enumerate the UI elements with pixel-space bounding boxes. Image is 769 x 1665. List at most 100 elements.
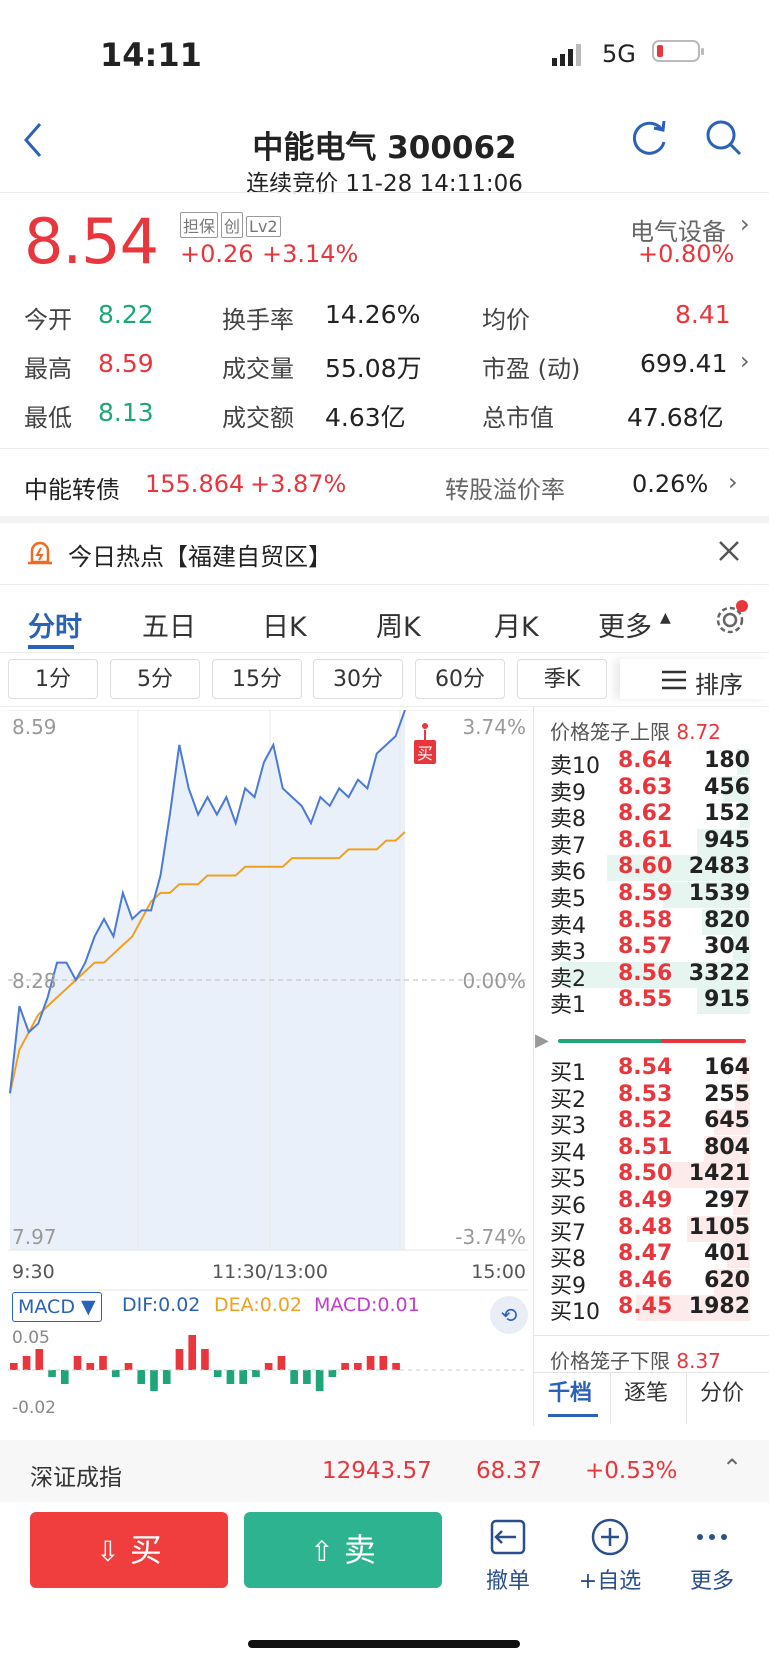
level-price: 8.46 [618,1267,673,1293]
bid-row[interactable]: 买6 8.49 297 [550,1188,750,1219]
chevron-right-icon[interactable]: › [728,468,738,496]
ask-row[interactable]: 卖7 8.61 945 [550,827,750,859]
macd-bar [341,1363,349,1370]
macd-bar [10,1363,18,1370]
bid-row[interactable]: 买5 8.50 1421 [550,1161,750,1192]
alarm-icon [28,541,52,565]
volume-bar [740,802,750,829]
level-label: 买4 [550,1140,586,1166]
add-watchlist-button[interactable]: +自选 [570,1517,650,1595]
tab-monthly[interactable]: 月K [494,612,539,643]
more-button[interactable]: 更多 [672,1517,752,1595]
rotate-icon[interactable]: ⟲ [490,1296,528,1334]
amount-value: 4.63亿 [325,403,406,432]
ask-row[interactable]: 卖4 8.58 820 [550,907,750,939]
close-icon[interactable] [716,538,742,564]
chevron-right-icon[interactable]: › [740,347,750,375]
bid-row[interactable]: 买10 8.45 1982 [550,1294,750,1325]
intraday-chart[interactable]: 8.59 8.28 7.97 3.74% 0.00% -3.74% 买 9:30… [8,710,528,1425]
premium-label: 转股溢价率 [445,476,565,504]
buy-button[interactable]: ⇩ 买 [30,1512,228,1588]
cancel-order-button[interactable]: 撤单 [468,1517,548,1595]
bond-pct: +3.87% [250,470,347,498]
macd-bar [175,1349,184,1370]
hot-topic[interactable]: 今日热点【福建自贸区】 [68,543,332,571]
bid-row[interactable]: 买9 8.46 620 [550,1267,750,1299]
bid-row[interactable]: 买1 8.54 164 [550,1055,750,1086]
level-volume: 645 [704,1108,750,1134]
sector-name[interactable]: 电气设备 [630,218,726,246]
pct-label-bottom: -3.74% [455,1225,526,1249]
tab-daily[interactable]: 日K [262,612,307,643]
ask-row[interactable]: 卖9 8.63 456 [550,774,750,806]
level-label: 买3 [550,1114,586,1140]
refresh-icon[interactable] [630,118,670,158]
index-bar[interactable] [0,1440,769,1502]
tab-intraday[interactable]: 分时 [28,612,82,643]
level-label: 买7 [550,1220,586,1246]
level-volume: 820 [704,907,750,933]
tab-level1000[interactable]: 千档 [548,1381,593,1406]
ask-row[interactable]: 卖5 8.59 1539 [550,881,750,912]
network-label: 5G [602,40,636,68]
sell-button[interactable]: ⇧ 卖 [244,1512,442,1588]
pe-value[interactable]: 699.41 [640,349,728,378]
price-line [9,710,406,1094]
level-label: 卖9 [550,780,586,806]
bid-row[interactable]: 买8 8.47 401 [550,1241,750,1272]
caret-up-icon[interactable]: ▲ [660,610,671,626]
level-volume: 2483 [688,854,750,880]
price-change-pct: +3.14% [262,240,359,268]
period-15min[interactable]: 15分 [212,659,302,699]
tab-more[interactable]: 更多 [598,612,652,643]
menu-icon[interactable] [662,670,686,690]
macd-top: 0.05 [12,1328,50,1348]
tab-tick[interactable]: 逐笔 [624,1381,669,1406]
buy-marker-label: 买 [417,744,433,763]
period-60min[interactable]: 60分 [415,659,505,699]
ask-row[interactable]: 卖2 8.56 3322 [550,960,750,992]
ask-row[interactable]: 卖1 8.55 915 [550,987,750,1018]
ask-row[interactable]: 卖6 8.60 2483 [550,854,750,885]
expand-arrow-icon[interactable]: ▶ [535,1030,549,1051]
sort-button[interactable]: 排序 [695,671,743,699]
period-5min[interactable]: 5分 [110,659,200,699]
more-dots-icon [697,1534,727,1540]
level-price: 8.56 [618,960,673,986]
level-volume: 945 [704,827,750,853]
macd-bar [86,1363,95,1370]
period-1min[interactable]: 1分 [8,659,98,699]
volume-bar [714,1109,750,1136]
index-change: 68.37 [476,1458,542,1484]
tag-list: 担保创 Lv2 [180,212,284,238]
index-value: 12943.57 [322,1458,432,1484]
bid-row[interactable]: 买7 8.48 1105 [550,1215,750,1246]
level-price: 8.63 [618,774,673,800]
tab-weekly[interactable]: 周K [376,612,421,643]
tab-price-dist[interactable]: 分价 [700,1381,745,1406]
ask-row[interactable]: 卖10 8.64 180 [550,748,750,779]
y-label-top: 8.59 [12,715,57,739]
chevron-right-icon[interactable]: › [740,210,750,238]
level-label: 买2 [550,1087,586,1113]
bid-row[interactable]: 买4 8.51 804 [550,1135,750,1166]
low-value: 8.13 [98,398,154,427]
bond-label[interactable]: 中能转债 [24,476,120,504]
bid-row[interactable]: 买2 8.53 255 [550,1081,750,1113]
settings-icon[interactable] [712,600,748,636]
level-price: 8.62 [618,801,673,827]
period-quarter[interactable]: 季K [517,659,607,699]
search-icon[interactable] [704,118,744,158]
chevron-up-icon[interactable]: ⌃ [722,1454,743,1482]
indicator-select[interactable]: MACD ▼ [12,1292,102,1322]
bid-row[interactable]: 买3 8.52 645 [550,1108,750,1139]
level-volume: 255 [704,1081,750,1107]
tab-5day[interactable]: 五日 [142,612,196,643]
period-30min[interactable]: 30分 [313,659,403,699]
buy-marker[interactable] [414,740,436,764]
level-label: 卖4 [550,913,586,939]
ask-row[interactable]: 卖3 8.57 304 [550,934,750,965]
ask-row[interactable]: 卖8 8.62 152 [550,801,750,832]
level-price: 8.49 [618,1188,673,1213]
back-icon[interactable] [20,120,46,160]
